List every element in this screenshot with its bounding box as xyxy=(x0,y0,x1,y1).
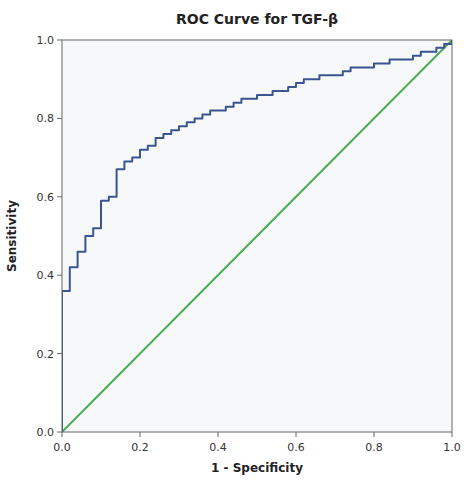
tick-label: 0.4 xyxy=(209,441,227,454)
tick-label: 1.0 xyxy=(37,34,55,47)
tick-label: 0.8 xyxy=(37,112,55,125)
axes: 0.0 0.2 0.4 0.6 0.8 1.0 0.0 0.2 0.4 0.6 0.8 1.0 xyxy=(37,34,461,454)
y-axis-label: Sensitivity xyxy=(5,200,19,272)
chart-title: ROC Curve for TGF-β xyxy=(176,11,338,27)
tick-label: 0.6 xyxy=(287,441,305,454)
series-line xyxy=(62,40,452,432)
tick-label: 1.0 xyxy=(443,441,461,454)
tick-mark xyxy=(57,118,62,119)
tick-label: 0.0 xyxy=(53,441,71,454)
tick-mark xyxy=(452,432,453,437)
plot-background xyxy=(62,40,452,432)
tick-label: 0.4 xyxy=(37,269,55,282)
x-axis-label: 1 - Specificity xyxy=(211,461,303,475)
series-group xyxy=(62,40,452,432)
chart: 0.0 0.2 0.4 0.6 0.8 1.0 0.0 0.2 0.4 0.6 0.8 1.0 ROC … xyxy=(0,0,474,486)
tick-mark xyxy=(57,196,62,197)
tick-label: 0.6 xyxy=(37,191,55,204)
chart-container: 0.0 0.2 0.4 0.6 0.8 1.0 0.0 0.2 0.4 0.6 0.8 1.0 ROC … xyxy=(0,0,474,486)
tick-label: 0.8 xyxy=(365,441,383,454)
tick-mark xyxy=(296,432,297,437)
tick-mark xyxy=(62,432,63,437)
tick-mark xyxy=(218,432,219,437)
tick-mark xyxy=(57,353,62,354)
tick-mark xyxy=(57,432,62,433)
tick-label: 0.2 xyxy=(37,348,55,361)
tick-label: 0.2 xyxy=(131,441,149,454)
tick-label: 0.0 xyxy=(37,426,55,439)
tick-mark xyxy=(374,432,375,437)
tick-mark xyxy=(140,432,141,437)
series-line xyxy=(62,40,452,432)
plot-frame xyxy=(62,40,452,432)
tick-mark xyxy=(57,40,62,41)
tick-mark xyxy=(57,275,62,276)
